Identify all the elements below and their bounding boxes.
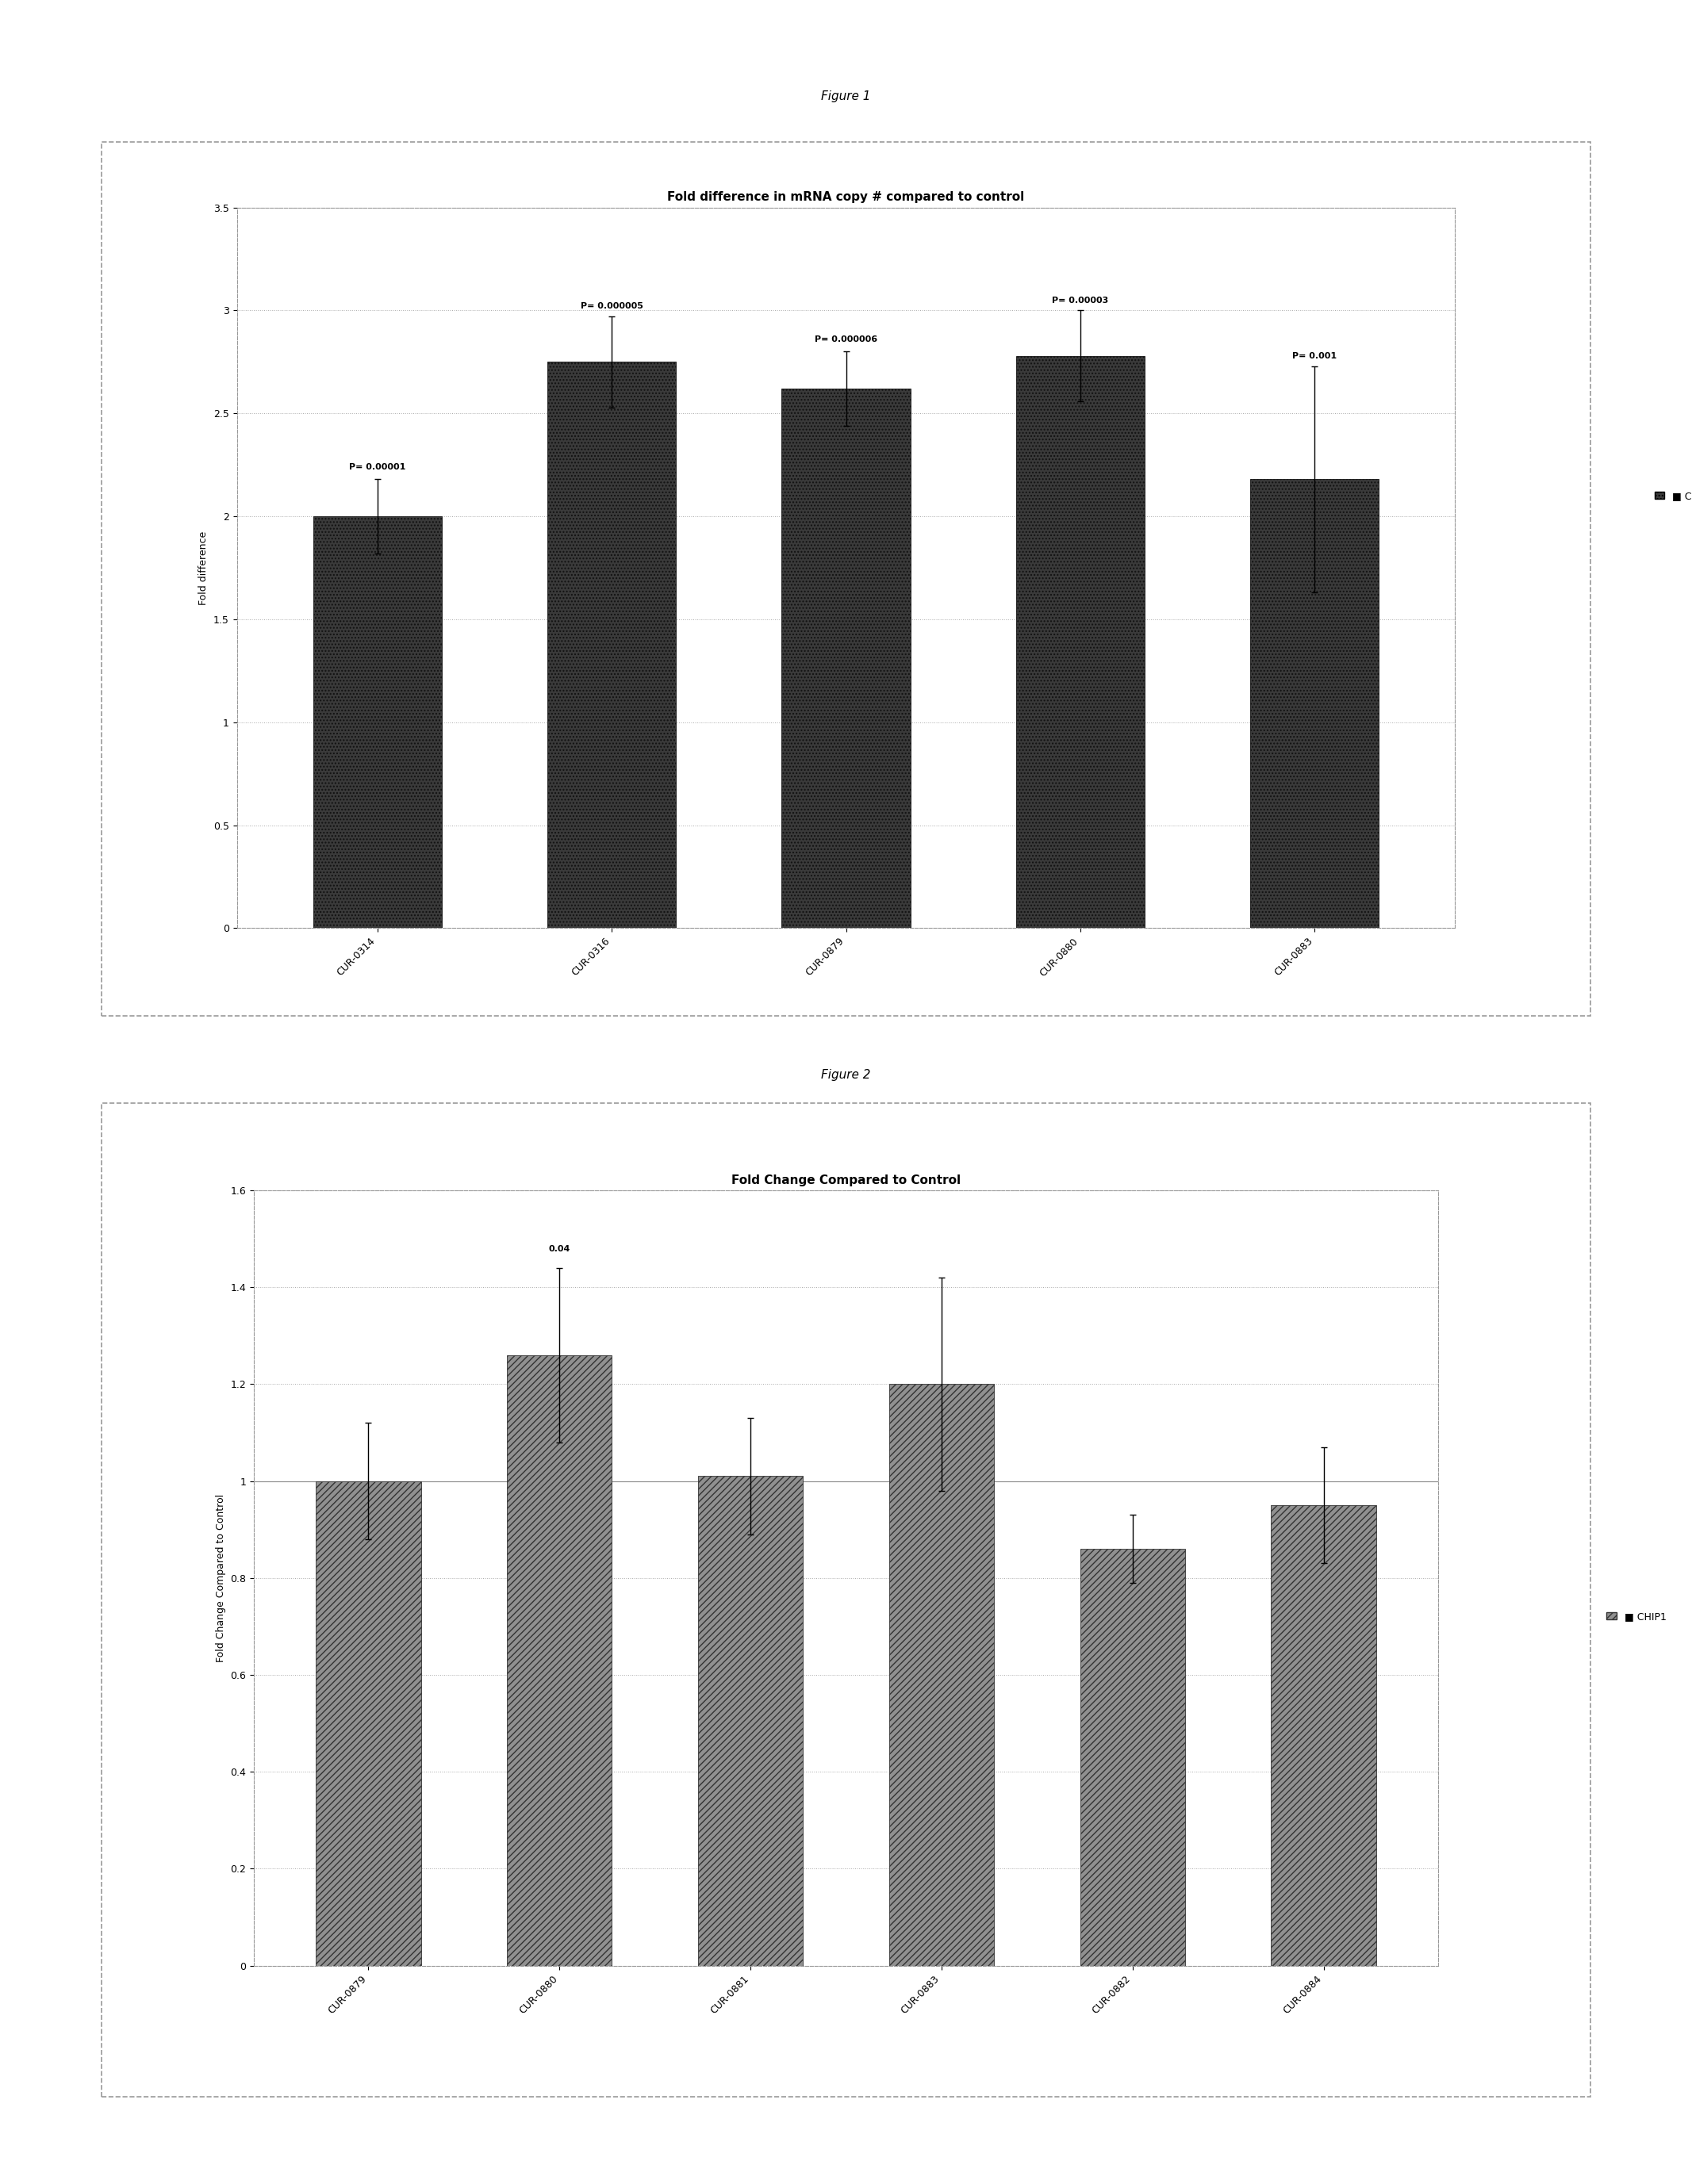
Bar [547, 363, 677, 928]
Y-axis label: Fold Change Compared to Control: Fold Change Compared to Control [215, 1494, 225, 1662]
Title: Fold difference in mRNA copy # compared to control: Fold difference in mRNA copy # compared … [667, 192, 1025, 203]
Text: P= 0.000005: P= 0.000005 [580, 304, 643, 310]
Bar [699, 1476, 804, 1966]
Legend: ■ CHIP1: ■ CHIP1 [1602, 1607, 1670, 1625]
Text: P= 0.00003: P= 0.00003 [1052, 297, 1108, 304]
Text: P= 0.001: P= 0.001 [1293, 352, 1337, 360]
Text: Figure 1: Figure 1 [821, 92, 871, 103]
Bar [1250, 478, 1379, 928]
Text: P= 0.000006: P= 0.000006 [814, 336, 878, 343]
Y-axis label: Fold difference: Fold difference [198, 531, 208, 605]
Bar [1079, 1548, 1184, 1966]
Bar [1015, 356, 1145, 928]
Text: Figure 2: Figure 2 [821, 1070, 871, 1081]
Text: 0.04: 0.04 [548, 1245, 570, 1254]
Bar [782, 389, 910, 928]
Title: Fold Change Compared to Control: Fold Change Compared to Control [731, 1175, 961, 1186]
Text: P= 0.00001: P= 0.00001 [349, 463, 406, 472]
Bar [508, 1354, 613, 1966]
Bar [888, 1385, 995, 1966]
Bar [316, 1481, 421, 1966]
Bar [313, 515, 442, 928]
Legend: ■ CHIP1: ■ CHIP1 [1650, 487, 1692, 505]
Bar [1271, 1505, 1376, 1966]
